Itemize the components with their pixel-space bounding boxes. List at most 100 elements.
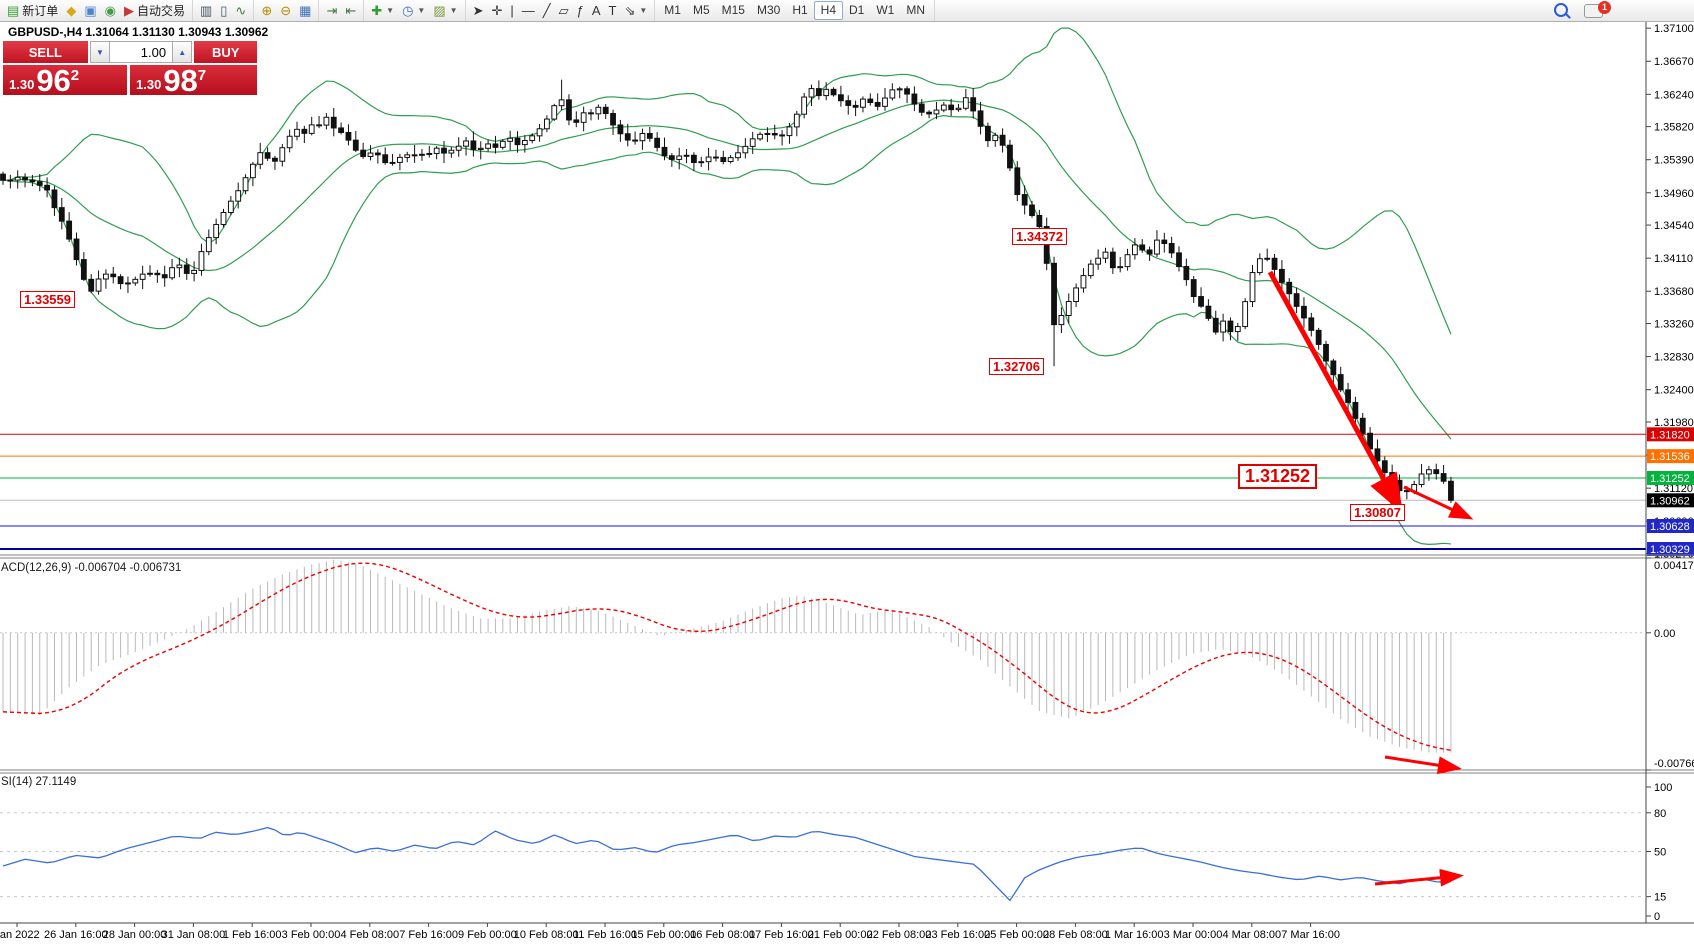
timeframe-button-m30[interactable]: M30	[756, 3, 781, 17]
text-tool-button[interactable]: A	[588, 1, 605, 20]
vertical-line-tool-button[interactable]: |	[506, 1, 517, 20]
fibonacci-tool-button[interactable]: ƒ	[573, 1, 588, 20]
text-tool-icon: A	[591, 3, 601, 18]
svg-text:1.34960: 1.34960	[1654, 188, 1694, 200]
chart-shift-button[interactable]: ⇥	[322, 1, 341, 20]
timeframe-toolbar: M1 M5 M15 M30 H1 H4 D1 W1 MN	[655, 0, 936, 21]
chart-shift-icon: ⇥	[326, 3, 338, 18]
svg-text:1.35820: 1.35820	[1654, 122, 1694, 134]
sell-price-big: 96	[36, 63, 71, 98]
price-annotation[interactable]: 1.30807	[1350, 504, 1405, 521]
horizontal-line-tool-icon: —	[521, 3, 535, 18]
horizontal-line-tool-button[interactable]: —	[518, 1, 539, 20]
price-annotation[interactable]: 1.33559	[20, 291, 75, 308]
timeframe-button-d1[interactable]: D1	[849, 3, 865, 17]
line-chart-button[interactable]: ∿	[231, 1, 250, 20]
signals-icon-icon: ◉	[104, 3, 116, 18]
svg-text:1 Mar 16:00: 1 Mar 16:00	[1105, 929, 1164, 941]
chart-profiles-icon[interactable]: ◆	[62, 1, 80, 20]
timeframe-button-m15[interactable]: M15	[721, 3, 745, 17]
timeframe-button-m5[interactable]: M5	[692, 3, 710, 17]
svg-text:23 Feb 16:00: 23 Feb 16:00	[925, 929, 990, 941]
volume-decrease-button[interactable]: ▼	[89, 41, 111, 63]
toolbar-group: ▥ ▯ ∿	[193, 0, 255, 21]
bollinger-bands	[2, 27, 1452, 545]
arrows-tool-button[interactable]: ⇘ ▼	[620, 1, 651, 20]
crosshair-tool-icon: ✛	[491, 3, 503, 18]
buy-price-tile[interactable]: 1.30 98 7	[130, 65, 257, 96]
channel-tool-icon: ▱	[558, 3, 569, 18]
auto-scroll-icon: ⇤	[345, 3, 357, 18]
bar-chart-button[interactable]: ▥	[196, 1, 216, 20]
autotrading-icon: ▶	[123, 3, 134, 18]
svg-text:50: 50	[1654, 847, 1666, 859]
label-tool-button[interactable]: T	[605, 1, 621, 20]
sell-price-tile[interactable]: 1.30 96 2	[3, 63, 127, 98]
svg-text:0: 0	[1654, 911, 1660, 923]
trendline-tool-icon: ╱	[542, 3, 551, 18]
periods-button[interactable]: ◷ ▼	[398, 1, 429, 20]
toolbar-group: ⇥ ⇤	[319, 0, 365, 21]
chart-profiles-icon-icon: ◆	[66, 3, 77, 18]
timeframe-button-mn[interactable]: MN	[906, 3, 926, 17]
pane-separators[interactable]	[0, 21, 1694, 924]
timeframe-button-w1[interactable]: W1	[876, 3, 895, 17]
tile-windows-button[interactable]: ▦	[295, 1, 315, 20]
macd-axis: 0.004179 0.00 -0.007666	[1646, 557, 1694, 771]
signals-icon[interactable]: ◉	[101, 1, 120, 20]
svg-text:1.30329: 1.30329	[1650, 544, 1690, 556]
svg-text:1.36240: 1.36240	[1654, 89, 1694, 101]
zoom-out-button[interactable]: ⊖	[276, 1, 295, 20]
zoom-in-button[interactable]: ⊕	[257, 1, 276, 20]
autotrading-button[interactable]: ▶ 自动交易	[120, 1, 189, 20]
toolbar-group: ✚ ▼ ◷ ▼ ▨ ▼	[364, 0, 466, 21]
svg-text:-0.007666: -0.007666	[1654, 758, 1694, 770]
svg-text:15 Feb 00:00: 15 Feb 00:00	[631, 929, 696, 941]
chevron-down-icon: ▼	[639, 6, 648, 15]
market-watch-icon[interactable]: ▣	[80, 1, 100, 20]
volume-increase-button[interactable]: ▲	[172, 41, 193, 63]
crosshair-tool-button[interactable]: ✛	[487, 1, 506, 20]
sell-price-head: 1.30	[9, 77, 35, 92]
toolbar-group: ➤ ✛ | — ╱ ▱ ƒ A T ⇘ ▼	[466, 0, 656, 21]
timeframe-button-h4[interactable]: H4	[813, 1, 843, 20]
toolbar-group: ▤ 新订单 ◆ ▣ ◉ ▶ 自动交易	[0, 0, 193, 21]
one-click-trading-panel: SELL ▼ ▲ BUY 1.30 96 2 1.30 98 7	[3, 41, 257, 98]
channel-tool-button[interactable]: ▱	[555, 1, 573, 20]
svg-text:22 Feb 08:00: 22 Feb 08:00	[867, 929, 932, 941]
svg-text:Jan 2022: Jan 2022	[0, 929, 40, 941]
chevron-down-icon: ▼	[449, 6, 458, 15]
trend-arrows[interactable]	[1267, 270, 1474, 887]
svg-text:1.34110: 1.34110	[1654, 253, 1693, 265]
svg-text:0.004179: 0.004179	[1654, 560, 1694, 572]
trendline-tool-button[interactable]: ╱	[539, 1, 555, 20]
candlestick-chart-button[interactable]: ▯	[216, 1, 231, 20]
volume-input[interactable]	[110, 41, 173, 63]
auto-scroll-button[interactable]: ⇤	[341, 1, 360, 20]
notification-badge[interactable]: 1	[1598, 1, 1611, 14]
timeframe-button-h1[interactable]: H1	[792, 3, 808, 17]
price-annotation[interactable]: 1.32706	[989, 358, 1044, 375]
svg-text:31 Jan 08:00: 31 Jan 08:00	[162, 929, 226, 941]
sell-button[interactable]: SELL	[3, 41, 88, 63]
indicators-icon: ✚	[371, 3, 383, 18]
cursor-tool-button[interactable]: ➤	[469, 1, 488, 20]
svg-text:3 Feb 00:00: 3 Feb 00:00	[282, 929, 341, 941]
new-order-button[interactable]: ▤ 新订单	[3, 1, 62, 20]
indicators-button[interactable]: ✚ ▼	[367, 1, 398, 20]
zoom-out-icon: ⊖	[280, 3, 292, 18]
svg-text:1.33260: 1.33260	[1654, 319, 1694, 331]
label-tool-icon: T	[608, 3, 617, 18]
buy-button[interactable]: BUY	[194, 41, 257, 63]
svg-text:80: 80	[1654, 808, 1666, 820]
search-icon[interactable]	[1554, 3, 1568, 17]
svg-text:1 Feb 16:00: 1 Feb 16:00	[223, 929, 282, 941]
price-annotation[interactable]: 1.34372	[1012, 228, 1067, 245]
timeframe-button-m1[interactable]: M1	[664, 3, 681, 17]
price-annotation[interactable]: 1.31252	[1238, 464, 1318, 489]
svg-text:11 Feb 16:00: 11 Feb 16:00	[573, 929, 637, 941]
fibonacci-tool-icon: ƒ	[576, 3, 584, 18]
svg-text:1.32830: 1.32830	[1654, 352, 1694, 364]
templates-button[interactable]: ▨ ▼	[429, 1, 461, 20]
